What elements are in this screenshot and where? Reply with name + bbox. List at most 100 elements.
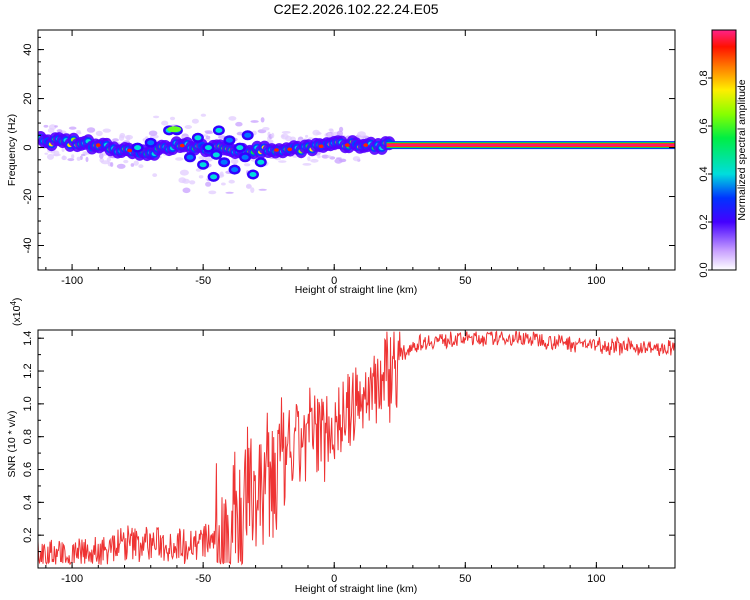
spectrogram-halo-blob <box>85 156 89 163</box>
spectrogram-halo-blob <box>100 160 110 165</box>
spectrogram-halo-blob <box>271 132 275 139</box>
spectrogram-halo-blob <box>110 162 114 167</box>
spectrogram-halo-blob <box>102 128 112 133</box>
colorbar-ticks: 0.0 0.2 0.4 0.6 0.8 <box>698 70 712 278</box>
spectrogram-halo-blob <box>67 158 75 162</box>
spectrogram-halo-blob <box>310 158 319 163</box>
spectrogram-x-tick-label: -100 <box>61 275 83 287</box>
spectrogram-halo-blob <box>204 130 213 133</box>
spectrogram-halo-blob <box>86 127 96 133</box>
spectrogram-halo-blob <box>126 135 131 142</box>
spectrogram-halo-blob <box>339 126 344 132</box>
spectrogram-halo-blob <box>328 128 334 132</box>
snr-x-tick-label: 0 <box>331 573 337 585</box>
spectrogram-halo-blob <box>262 127 270 131</box>
spectrogram-halo-blob <box>47 153 54 160</box>
spectrogram-halo-blob <box>357 131 366 137</box>
spectrogram-patch-core <box>147 140 155 146</box>
spectrogram-halo-blob <box>161 120 169 126</box>
snr-x-tick-label: 100 <box>587 573 605 585</box>
spectrogram-halo-blob <box>205 135 211 140</box>
spectrogram-halo-blob <box>284 135 293 142</box>
spectrogram-bright-patch <box>167 126 182 133</box>
spectrogram-x-tick-label: 50 <box>459 275 471 287</box>
spectrogram-halo-blob <box>71 154 75 159</box>
spectrogram-halo-blob <box>243 163 251 167</box>
spectrogram-patch-core <box>215 127 223 133</box>
snr-ticks: -100 -50 0 50 100 0.2 0.4 0.6 0.8 1.0 1.2 1.4 <box>22 330 676 585</box>
spectrogram-halo-blob <box>235 121 243 127</box>
spectrogram-ticks: -100 -50 0 50 100 -40 -20 0 20 40 <box>22 30 676 287</box>
spectrogram-halo-blob <box>138 164 144 169</box>
spectrogram-halo-blob <box>246 183 252 189</box>
spectrogram-halo-blob <box>189 180 196 185</box>
spectrogram-patch-core <box>134 145 142 151</box>
spectrogram-halo-blob <box>205 157 213 162</box>
spectrogram-hotspot <box>363 143 369 147</box>
spectrogram-halo-blob <box>61 155 67 161</box>
spectrogram-y-tick-label: 0 <box>22 144 34 150</box>
spectrogram-halo-blob <box>305 134 309 138</box>
spectrogram-patch-core <box>231 167 239 173</box>
spectrogram-patch-core <box>257 159 265 165</box>
spectrogram-halo-blob <box>116 163 126 169</box>
spectrogram-hotspot <box>179 143 185 148</box>
spectrogram-patch-core <box>194 135 202 141</box>
snr-frame <box>37 329 676 569</box>
snr-series-line <box>38 330 675 566</box>
snr-y-tick-label: 0.8 <box>22 429 34 444</box>
spectrogram-halo-blob <box>302 163 312 166</box>
spectrogram-halo-blob <box>76 131 82 135</box>
spectrogram-patch-core <box>212 152 220 158</box>
spectrogram-halo-blob <box>123 159 129 164</box>
spectrogram-halo-blob <box>200 113 207 117</box>
spectrogram-halo-blob <box>81 153 86 157</box>
chart-title: C2E2.2026.102.22.24.E05 <box>273 1 438 17</box>
snr-y-tick-label: 0.4 <box>22 495 34 510</box>
snr-y-tick-label: 1.2 <box>22 363 34 378</box>
spectrogram-patch-core <box>244 132 252 138</box>
spectrogram-halo-blob <box>133 160 139 166</box>
colorbar-tick-label: 0.2 <box>698 214 710 229</box>
spectrogram-halo-blob <box>307 156 311 162</box>
snr-y-tick-label: 0.2 <box>22 528 34 543</box>
spectrogram-patch-core <box>220 159 228 165</box>
spectrogram-halo-blob <box>260 117 265 123</box>
spectrogram-hotspot <box>127 148 133 153</box>
spectrogram-halo-blob <box>228 179 235 184</box>
spectrogram-patch-core <box>210 174 218 180</box>
snr-y-tick-label: 1.4 <box>22 331 34 346</box>
snr-y-tick-label: 1.0 <box>22 396 34 411</box>
spectrogram-halo-blob <box>153 115 160 119</box>
spectrogram-halo-blob <box>339 158 347 163</box>
spectrogram-halo-blob <box>68 126 77 130</box>
spectrogram-y-tick-label: 40 <box>22 43 34 55</box>
spectrogram-halo-blob <box>352 156 361 162</box>
colorbar: 0.0 0.2 0.4 0.6 0.8 Normalized spectral ampl… <box>698 29 748 278</box>
spectrogram-halo-blob <box>198 155 206 160</box>
snr-x-tick-label: -100 <box>61 573 83 585</box>
spectrogram-patch-core <box>204 145 212 151</box>
spectrogram-halo-blob <box>130 163 135 167</box>
spectrogram-halo-blob <box>99 153 104 159</box>
snr-y-tick-label: 0.6 <box>22 462 34 477</box>
colorbar-tick-label: 0.4 <box>698 166 710 181</box>
snr-panel: -100 -50 0 50 100 0.2 0.4 0.6 0.8 1.0 1.2 1.4 Heigh… <box>6 298 676 595</box>
spectrogram-halo-blob <box>152 173 158 178</box>
spectrogram-halo-blob <box>95 130 103 136</box>
spectrogram-halo-blob <box>230 158 239 164</box>
snr-x-tick-label: -50 <box>195 573 211 585</box>
spectrogram-halo-blob <box>56 129 63 133</box>
spectrogram-halo-blob <box>225 191 234 194</box>
spectrogram-halo-blob <box>54 125 58 128</box>
spectrogram-halo-blob <box>250 187 255 194</box>
spectrogram-halo-blob <box>327 155 332 158</box>
colorbar-tick-label: 0.0 <box>698 262 710 277</box>
spectrogram-halo-blob <box>208 190 217 195</box>
spectrogram-halo-blob <box>316 131 322 135</box>
spectrogram-hotspot <box>318 144 324 149</box>
spectrogram-halo-blob <box>76 156 81 161</box>
spectrogram-halo-blob <box>321 154 329 159</box>
spectrogram-hotspot <box>344 143 350 147</box>
spectrogram-halo-blob <box>169 116 176 121</box>
